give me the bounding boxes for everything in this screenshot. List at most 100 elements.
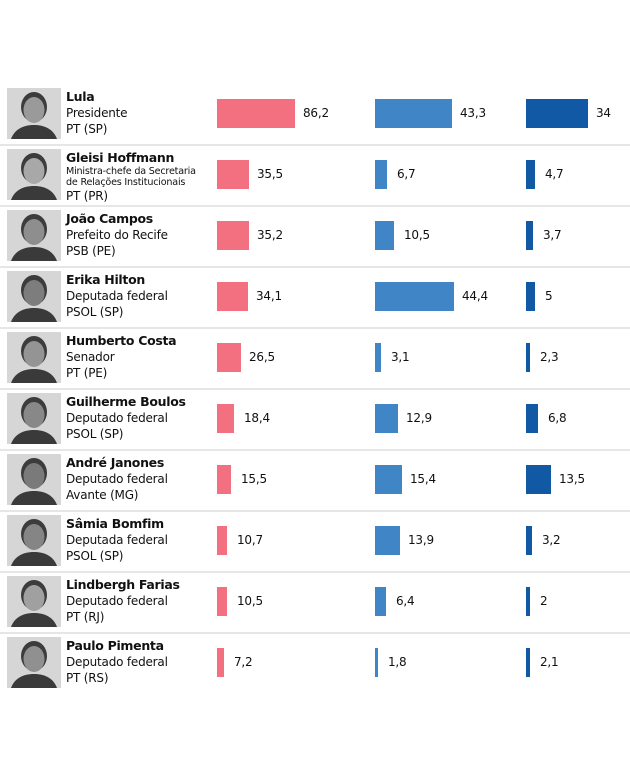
data-label: 13,5 — [559, 472, 585, 486]
politician-party: PT (RS) — [66, 671, 109, 685]
bar-series-3 — [526, 343, 530, 372]
politician-party: PT (PR) — [66, 189, 108, 203]
politician-info: Lula Presidente PT (SP) — [66, 89, 216, 137]
data-label: 10,5 — [404, 228, 430, 242]
data-label: 2,3 — [540, 350, 559, 364]
data-label: 1,8 — [388, 655, 407, 669]
avatar — [7, 454, 61, 505]
portrait-photo-icon — [7, 515, 61, 566]
politician-role: Ministra-chefe da Secretaria — [66, 166, 196, 177]
data-label: 15,4 — [410, 472, 436, 486]
bar-series-2 — [375, 465, 402, 494]
avatar — [7, 88, 61, 139]
portrait-photo-icon — [7, 271, 61, 322]
table-row: Sâmia Bomfim Deputada federal PSOL (SP) 10,… — [0, 512, 630, 573]
politician-role: Senador — [66, 350, 115, 364]
politician-role: Presidente — [66, 106, 128, 120]
bar-series-2 — [375, 404, 398, 433]
portrait-photo-icon — [7, 332, 61, 383]
bar-series-2 — [375, 587, 386, 616]
data-label: 26,5 — [249, 350, 275, 364]
portrait-photo-icon — [7, 88, 61, 139]
data-label: 2 — [540, 594, 548, 608]
bar-series-1 — [217, 282, 248, 311]
politician-party: PSOL (SP) — [66, 427, 124, 441]
politician-info: Lindbergh Farias Deputado federal PT (RJ) — [66, 577, 216, 625]
data-label: 5 — [545, 289, 553, 303]
politician-name: Guilherme Boulos — [66, 394, 186, 409]
data-label: 10,7 — [237, 533, 263, 547]
politician-name: Gleisi Hoffmann — [66, 150, 175, 165]
politician-name: João Campos — [66, 211, 153, 226]
data-label: 18,4 — [244, 411, 270, 425]
politician-party: PT (SP) — [66, 122, 108, 136]
avatar — [7, 271, 61, 322]
bar-series-2 — [375, 221, 394, 250]
bar-series-2 — [375, 99, 452, 128]
avatar — [7, 210, 61, 261]
portrait-photo-icon — [7, 454, 61, 505]
avatar — [7, 149, 61, 200]
portrait-photo-icon — [7, 149, 61, 200]
politician-info: Erika Hilton Deputada federal PSOL (SP) — [66, 272, 216, 320]
politician-role: Deputado federal — [66, 655, 168, 669]
bar-series-1 — [217, 343, 241, 372]
avatar — [7, 332, 61, 383]
table-row: André Janones Deputado federal Avante (MG)… — [0, 451, 630, 512]
portrait-photo-icon — [7, 637, 61, 688]
bar-series-3 — [526, 99, 588, 128]
table-row: Guilherme Boulos Deputado federal PSOL (SP… — [0, 390, 630, 451]
politician-role: Deputado federal — [66, 411, 168, 425]
table-row: João Campos Prefeito do Recife PSB (PE) 35,… — [0, 207, 630, 268]
politician-name: Sâmia Bomfim — [66, 516, 164, 531]
politician-role: Deputado federal — [66, 472, 168, 486]
politician-bar-chart: Lula Presidente PT (SP) 86,2 43,3 34 Gleisi Ho… — [0, 85, 630, 693]
politician-role: Deputado federal — [66, 594, 168, 608]
bar-series-1 — [217, 526, 227, 555]
data-label: 6,4 — [396, 594, 415, 608]
portrait-photo-icon — [7, 576, 61, 627]
data-label: 35,2 — [257, 228, 283, 242]
politician-info: André Janones Deputado federal Avante (MG) — [66, 455, 216, 503]
politician-party: PT (RJ) — [66, 610, 105, 624]
politician-party: PSB (PE) — [66, 244, 116, 258]
bar-series-1 — [217, 404, 234, 433]
data-label: 43,3 — [460, 106, 486, 120]
politician-name: Paulo Pimenta — [66, 638, 164, 653]
politician-role: de Relações Institucionais — [66, 177, 186, 188]
table-row: Humberto Costa Senador PT (PE) 26,5 3,1 2,3 — [0, 329, 630, 390]
avatar — [7, 637, 61, 688]
politician-party: Avante (MG) — [66, 488, 139, 502]
politician-info: Sâmia Bomfim Deputada federal PSOL (SP) — [66, 516, 216, 564]
table-row: Paulo Pimenta Deputado federal PT (RS) 7,2 1… — [0, 634, 630, 693]
bar-series-2 — [375, 648, 378, 677]
avatar — [7, 393, 61, 444]
bar-series-3 — [526, 282, 535, 311]
politician-party: PSOL (SP) — [66, 305, 124, 319]
data-label: 7,2 — [234, 655, 253, 669]
portrait-photo-icon — [7, 393, 61, 444]
bar-series-2 — [375, 343, 381, 372]
data-label: 3,1 — [391, 350, 410, 364]
data-label: 4,7 — [545, 167, 564, 181]
politician-name: Lula — [66, 89, 95, 104]
data-label: 6,8 — [548, 411, 567, 425]
data-label: 15,5 — [241, 472, 267, 486]
bar-series-1 — [217, 221, 249, 250]
politician-role: Prefeito do Recife — [66, 228, 168, 242]
data-label: 34 — [596, 106, 611, 120]
data-label: 10,5 — [237, 594, 263, 608]
politician-name: Humberto Costa — [66, 333, 177, 348]
bar-series-3 — [526, 465, 551, 494]
portrait-photo-icon — [7, 210, 61, 261]
bar-series-1 — [217, 648, 224, 677]
bar-series-3 — [526, 648, 530, 677]
bar-series-2 — [375, 526, 400, 555]
bar-series-3 — [526, 160, 535, 189]
data-label: 44,4 — [462, 289, 488, 303]
politician-info: João Campos Prefeito do Recife PSB (PE) — [66, 211, 216, 259]
data-label: 12,9 — [406, 411, 432, 425]
data-label: 34,1 — [256, 289, 282, 303]
data-label: 6,7 — [397, 167, 416, 181]
bar-series-2 — [375, 282, 454, 311]
